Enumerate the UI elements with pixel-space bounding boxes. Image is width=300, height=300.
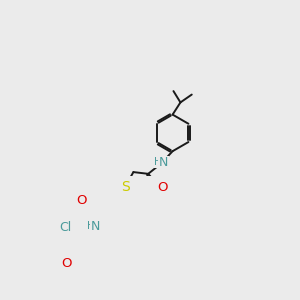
Text: H: H bbox=[87, 221, 94, 231]
Text: N: N bbox=[159, 156, 168, 169]
Text: O: O bbox=[158, 181, 168, 194]
Text: H: H bbox=[154, 157, 162, 167]
Text: N: N bbox=[91, 220, 100, 233]
Text: O: O bbox=[61, 257, 71, 270]
Text: S: S bbox=[121, 180, 130, 194]
Text: Cl: Cl bbox=[59, 220, 72, 233]
Text: O: O bbox=[76, 194, 87, 207]
